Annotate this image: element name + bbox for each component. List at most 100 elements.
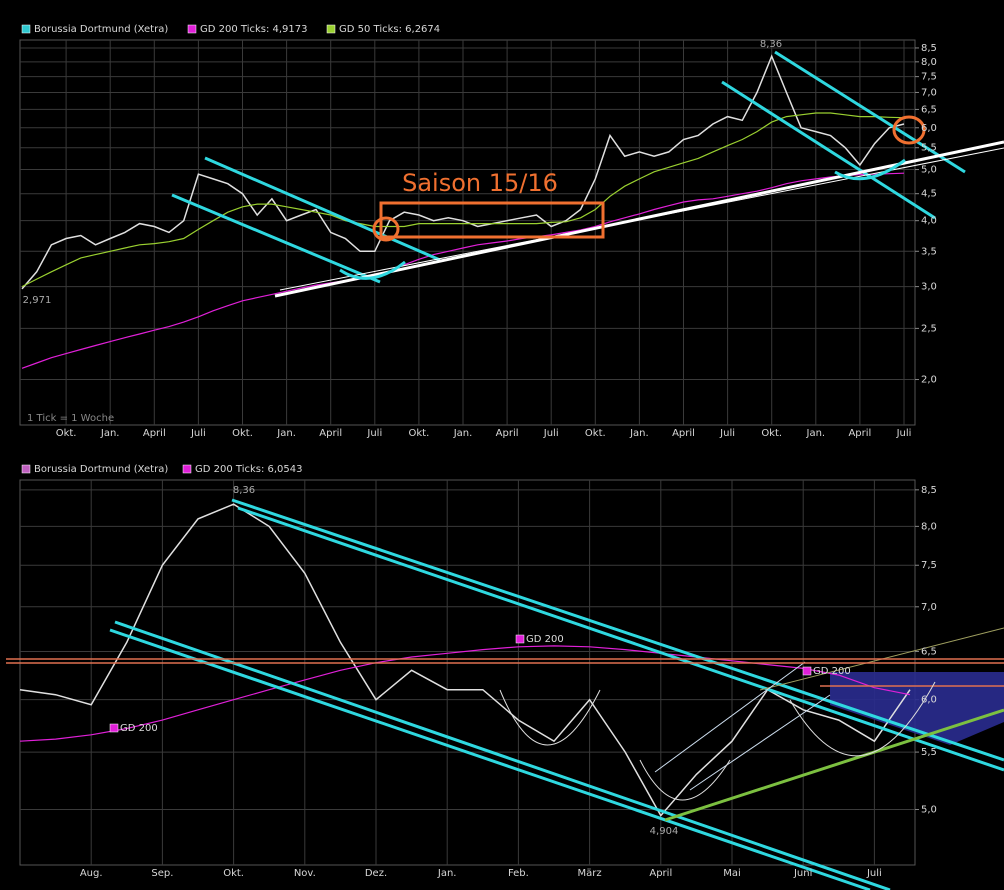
- x-tick-label: Okt.: [232, 428, 253, 439]
- arc: [339, 260, 406, 280]
- legend-swatch: [187, 24, 197, 34]
- x-tick-label: Mai: [723, 868, 741, 879]
- channel-line: [654, 661, 806, 773]
- annotation-marker: [515, 634, 525, 644]
- decoration: [830, 672, 1004, 745]
- x-tick-label: Juli: [866, 868, 882, 879]
- y-tick-label: 5,5: [921, 143, 937, 154]
- y-tick-label: 2,0: [921, 375, 937, 386]
- trend-line: [171, 193, 381, 284]
- x-tick-label: Jan.: [276, 428, 296, 439]
- y-tick-label: 5,0: [921, 805, 937, 816]
- arc: [789, 681, 936, 757]
- trend-line: [204, 156, 441, 262]
- trend-line: [231, 498, 1004, 762]
- annotation-marker: [109, 723, 119, 733]
- y-tick-label: 7,0: [921, 87, 937, 98]
- x-tick-label: Okt.: [585, 428, 606, 439]
- legend-swatch: [326, 24, 336, 34]
- x-tick-label: Dez.: [365, 868, 387, 879]
- circle-marker: [892, 115, 926, 145]
- legend-swatch: [182, 464, 192, 474]
- trend-line: [114, 620, 891, 890]
- trend-line: [237, 506, 1004, 772]
- plot-area: [19, 479, 916, 866]
- x-tick-label: April: [649, 868, 672, 879]
- y-tick-label: 8,0: [921, 521, 937, 532]
- annotation: 8,36: [233, 485, 255, 496]
- decoration: [6, 50, 1004, 890]
- x-tick-label: Okt.: [409, 428, 430, 439]
- legend-label: GD 50 Ticks: 6,2674: [339, 24, 440, 35]
- x-tick-label: Jan.: [100, 428, 120, 439]
- x-tick-label: März: [578, 868, 602, 879]
- series-line: [19, 645, 911, 742]
- annotation-marker: [802, 666, 812, 676]
- y-tick-label: 8,5: [921, 43, 937, 54]
- series-line: [21, 112, 905, 288]
- y-tick-label: 7,5: [921, 72, 937, 83]
- series-line: [21, 172, 905, 369]
- series-line: [21, 54, 905, 290]
- x-tick-label: Juli: [366, 428, 382, 439]
- x-tick-label: April: [672, 428, 695, 439]
- y-tick-label: 4,0: [921, 216, 937, 227]
- grid-layer: [19, 39, 919, 866]
- y-tick-label: 4,5: [921, 189, 937, 200]
- marks-layer: [19, 54, 911, 817]
- annotation: GD 200: [813, 666, 851, 677]
- x-tick-label: Jan.: [437, 868, 457, 879]
- x-tick-label: Juli: [543, 428, 559, 439]
- arc: [499, 689, 601, 746]
- x-tick-label: Aug.: [80, 868, 103, 879]
- arc: [834, 158, 906, 181]
- y-tick-label: 5,0: [921, 165, 937, 176]
- x-tick-label: Juli: [190, 428, 206, 439]
- y-tick-label: 8,0: [921, 57, 937, 68]
- x-tick-label: Jan.: [806, 428, 826, 439]
- x-tick-label: Jan.: [453, 428, 473, 439]
- y-tick-label: 6,5: [921, 646, 937, 657]
- y-tick-label: 5,5: [921, 747, 937, 758]
- x-tick-label: Okt.: [761, 428, 782, 439]
- x-tick-label: Okt.: [56, 428, 77, 439]
- x-tick-label: April: [496, 428, 519, 439]
- trend-line: [721, 80, 936, 220]
- annotation: GD 200: [526, 634, 564, 645]
- x-tick-label: Nov.: [294, 868, 316, 879]
- highlight-area: [830, 672, 1004, 745]
- annotation: 2,971: [23, 295, 52, 306]
- x-tick-label: Jan.: [629, 428, 649, 439]
- legend-swatch: [21, 24, 31, 34]
- x-tick-label: Juni: [793, 868, 812, 879]
- x-tick-label: Okt.: [223, 868, 244, 879]
- annotation: 1 Tick = 1 Woche: [27, 413, 114, 424]
- x-tick-label: April: [319, 428, 342, 439]
- y-tick-label: 3,0: [921, 282, 937, 293]
- x-tick-label: Feb.: [508, 868, 529, 879]
- labels-layer: 8,5 8,0 7,5 7,0 6,5 6,0 5,5 5,0 4,5 4,0 3,5 3,0 2,5 2…: [21, 24, 937, 879]
- series-line: [19, 503, 911, 817]
- x-tick-label: Juli: [719, 428, 735, 439]
- y-tick-label: 7,0: [921, 602, 937, 613]
- legend-swatch: [21, 464, 31, 474]
- y-tick-label: 7,5: [921, 560, 937, 571]
- annotation: Saison 15/16: [402, 169, 558, 197]
- annotation: GD 200: [120, 723, 158, 734]
- x-tick-label: April: [143, 428, 166, 439]
- trend-line: [109, 628, 871, 890]
- x-tick-label: April: [848, 428, 871, 439]
- annotation: 4,904: [650, 826, 679, 837]
- legend-label: GD 200 Ticks: 6,0543: [195, 464, 303, 475]
- y-tick-label: 8,5: [921, 485, 937, 496]
- y-tick-label: 6,0: [921, 695, 937, 706]
- annotation: 8,36: [760, 39, 782, 50]
- x-tick-label: Sep.: [151, 868, 173, 879]
- legend-label: Borussia Dortmund (Xetra): [34, 24, 168, 35]
- channel-line: [689, 694, 831, 791]
- y-tick-label: 6,5: [921, 104, 937, 115]
- legend-label: Borussia Dortmund (Xetra): [34, 464, 168, 475]
- legend-label: GD 200 Ticks: 4,9173: [200, 24, 308, 35]
